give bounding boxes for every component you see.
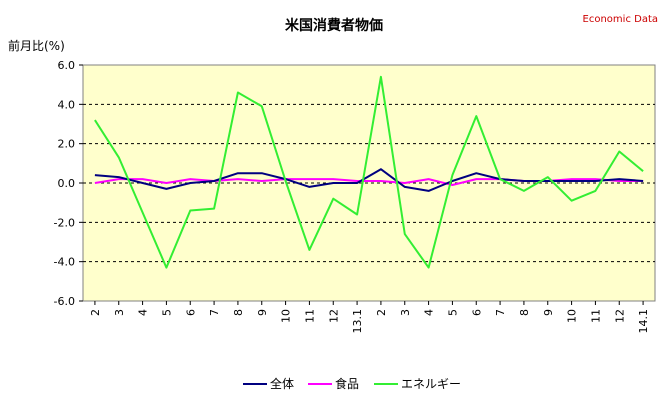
x-tick-label: 3: [399, 309, 412, 316]
y-tick-label: 2.0: [58, 138, 76, 151]
legend-label-overall: 全体: [270, 376, 294, 391]
x-tick-label: 12: [327, 309, 340, 323]
y-tick-label: 4.0: [58, 98, 76, 111]
x-tick-label: 8: [518, 309, 531, 316]
x-tick-label: 14.1: [637, 309, 650, 334]
x-tick-label: 5: [446, 309, 459, 316]
y-tick-label: -4.0: [54, 256, 75, 269]
legend-box: [237, 372, 475, 396]
legend-label-energy: エネルギー: [401, 377, 461, 391]
x-tick-label: 7: [208, 309, 221, 316]
y-tick-label: 0.0: [58, 177, 76, 190]
y-axis-label: 前月比(%): [8, 38, 65, 53]
x-tick-label: 8: [232, 309, 245, 316]
grid-lines: [83, 103, 655, 263]
x-tick-label: 6: [184, 309, 197, 316]
x-tick-label: 3: [113, 309, 126, 316]
x-tick-label: 11: [303, 309, 316, 323]
x-tick-labels: 2 3 4 5 6 7 8 9 10 11 12 13.1 2 3 4 5 6 7 8 9 10 11 12 14.1: [89, 301, 650, 334]
y-tick-label: -2.0: [54, 216, 75, 229]
y-tick-label: -6.0: [54, 295, 75, 308]
y-tick-labels: 6.0 4.0 2.0 0.0 -2.0 -4.0 -6.0: [54, 59, 83, 308]
x-tick-label: 9: [256, 309, 269, 316]
x-tick-label: 13.1: [351, 309, 364, 334]
x-tick-label: 7: [494, 309, 507, 316]
series-lines: [94, 75, 644, 269]
series-line-2: [94, 75, 644, 269]
x-tick-label: 11: [589, 309, 602, 323]
y-tick-label: 6.0: [58, 59, 76, 72]
chart-title: 米国消費者物価: [285, 17, 383, 34]
x-tick-label: 10: [566, 309, 579, 323]
x-tick-label: 12: [613, 309, 626, 323]
x-tick-label: 5: [160, 309, 173, 316]
x-tick-label: 6: [470, 309, 483, 316]
source-label: Economic Data: [583, 14, 658, 25]
x-tick-label: 9: [542, 309, 555, 316]
x-tick-label: 4: [423, 309, 436, 316]
x-tick-label: 2: [89, 309, 102, 316]
legend-label-food: 食品: [335, 376, 359, 391]
x-tick-label: 10: [280, 309, 293, 323]
x-tick-label: 2: [375, 309, 388, 316]
x-tick-label: 4: [137, 309, 150, 316]
